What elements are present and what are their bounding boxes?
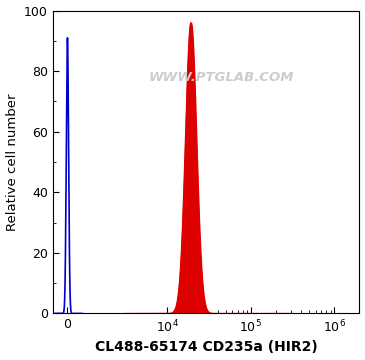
Text: WWW.PTGLAB.COM: WWW.PTGLAB.COM xyxy=(149,71,294,84)
X-axis label: CL488-65174 CD235a (HIR2): CL488-65174 CD235a (HIR2) xyxy=(95,341,318,355)
Y-axis label: Relative cell number: Relative cell number xyxy=(5,93,19,231)
